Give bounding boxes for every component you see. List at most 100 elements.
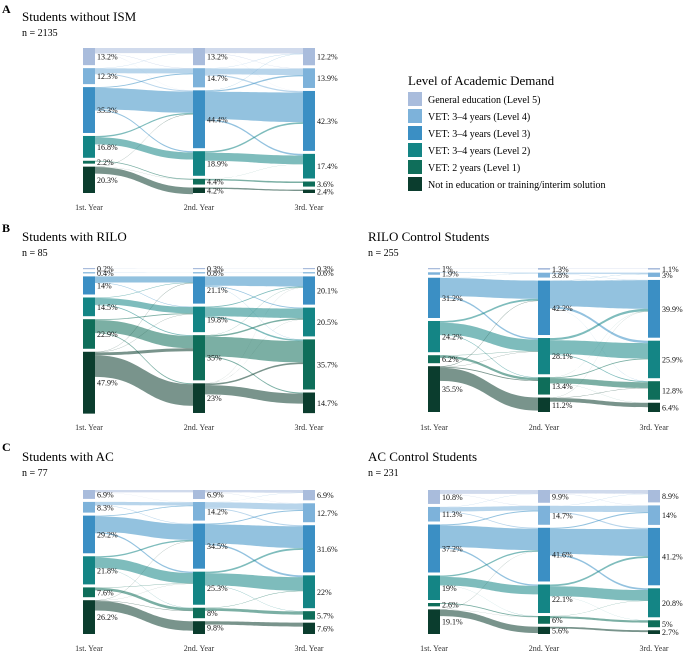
value-label: 47.9% xyxy=(97,379,118,388)
flow-link xyxy=(205,590,303,609)
flow-link xyxy=(95,48,193,54)
flow-link xyxy=(95,276,193,283)
flow-link xyxy=(95,319,193,349)
flow-link xyxy=(205,573,303,591)
value-label: 26.2% xyxy=(97,613,118,622)
value-label: 14% xyxy=(662,511,677,520)
flow-link xyxy=(95,492,193,503)
value-label: 0.2% xyxy=(97,265,114,274)
value-label: 14.2% xyxy=(207,507,228,516)
flow-link xyxy=(95,282,193,299)
legend-label: VET: 3–4 years (Level 3) xyxy=(428,129,530,140)
flow-link xyxy=(440,322,538,352)
flow-link xyxy=(440,273,538,278)
flow-link xyxy=(205,122,303,153)
flow-link xyxy=(440,525,538,551)
flow-link xyxy=(550,493,648,506)
value-label: 14.7% xyxy=(552,511,573,520)
flow-link xyxy=(440,490,538,494)
flow-link xyxy=(550,600,648,617)
value-label: 29.2% xyxy=(97,530,118,539)
node-bar xyxy=(648,527,660,586)
node-bar xyxy=(193,187,205,193)
node-bar xyxy=(428,272,440,275)
flow-link xyxy=(205,152,303,165)
node-bar xyxy=(303,90,315,151)
x-tick-label: 2nd. Year xyxy=(184,203,215,212)
value-label: 17.4% xyxy=(317,162,338,171)
node-bar xyxy=(538,490,550,503)
value-label: 14.5% xyxy=(97,303,118,312)
node-bar xyxy=(648,505,660,525)
panel-title: Students with AC xyxy=(22,449,114,464)
value-label: 21.1% xyxy=(207,286,228,295)
flow-link xyxy=(95,88,193,113)
flow-link xyxy=(95,166,193,180)
legend-label: VET: 3–4 years (Level 2) xyxy=(428,146,530,157)
flow-link xyxy=(550,596,648,621)
node-bar xyxy=(303,181,315,187)
flow-link xyxy=(95,112,193,138)
flow-link xyxy=(550,280,648,309)
value-label: 34.5% xyxy=(207,542,228,551)
node-bar xyxy=(303,503,315,523)
flow-link xyxy=(205,336,303,363)
flow-link xyxy=(205,608,303,615)
value-label: 44.4% xyxy=(207,115,228,124)
value-label: 9.8% xyxy=(207,624,224,633)
value-label: 20.3% xyxy=(97,176,118,185)
legend-label: VET: 3–4 years (Level 4) xyxy=(428,112,530,123)
value-label: 35% xyxy=(207,354,222,363)
x-tick-label: 3rd. Year xyxy=(294,423,323,432)
value-label: 16.8% xyxy=(97,143,118,152)
value-label: 19.8% xyxy=(207,315,228,324)
flow-link xyxy=(440,351,538,356)
flow-link xyxy=(440,272,538,274)
panel-label-b: B xyxy=(2,221,10,235)
node-bar xyxy=(303,307,315,337)
flow-link xyxy=(205,276,303,287)
flow-link xyxy=(550,490,648,494)
node-bar xyxy=(193,151,205,176)
value-label: 39.9% xyxy=(662,305,683,314)
node-bar xyxy=(428,490,440,504)
value-label: 1.3% xyxy=(552,265,569,274)
value-label: 35.7% xyxy=(317,360,338,369)
flow-link xyxy=(440,585,538,617)
value-label: 13.4% xyxy=(552,382,573,391)
node-bar xyxy=(303,339,315,390)
node-bar xyxy=(428,524,440,573)
flow-link xyxy=(95,137,193,160)
node-bar xyxy=(193,68,205,88)
node-bar xyxy=(303,525,315,573)
node-bar xyxy=(648,272,660,277)
value-label: 12.7% xyxy=(317,509,338,518)
flow-link xyxy=(95,600,193,612)
flow-link xyxy=(550,340,648,359)
node-bar xyxy=(193,268,205,270)
value-label: 20.8% xyxy=(662,599,683,608)
value-label: 14% xyxy=(97,281,112,290)
value-label: 8.9% xyxy=(662,492,679,501)
value-label: 22% xyxy=(317,588,332,597)
value-label: 12.2% xyxy=(317,53,338,62)
node-bar xyxy=(428,609,440,634)
flow-link xyxy=(550,378,648,389)
value-label: 0.4% xyxy=(97,269,114,278)
flow-link xyxy=(205,621,303,627)
flow-link xyxy=(95,505,193,525)
node-bar xyxy=(648,490,660,503)
node-bar xyxy=(83,556,95,585)
value-label: 6% xyxy=(552,616,563,625)
flow-link xyxy=(440,355,538,381)
value-label: 3% xyxy=(662,271,673,280)
value-label: 4.2% xyxy=(207,186,224,195)
node-bar xyxy=(303,189,315,193)
node-bar xyxy=(538,616,550,624)
flow-link xyxy=(205,502,303,510)
value-label: 42.2% xyxy=(552,304,573,313)
value-label: 6.2% xyxy=(442,355,459,364)
value-label: 19% xyxy=(442,584,457,593)
flow-link xyxy=(205,492,303,504)
value-label: 13.2% xyxy=(97,53,118,62)
